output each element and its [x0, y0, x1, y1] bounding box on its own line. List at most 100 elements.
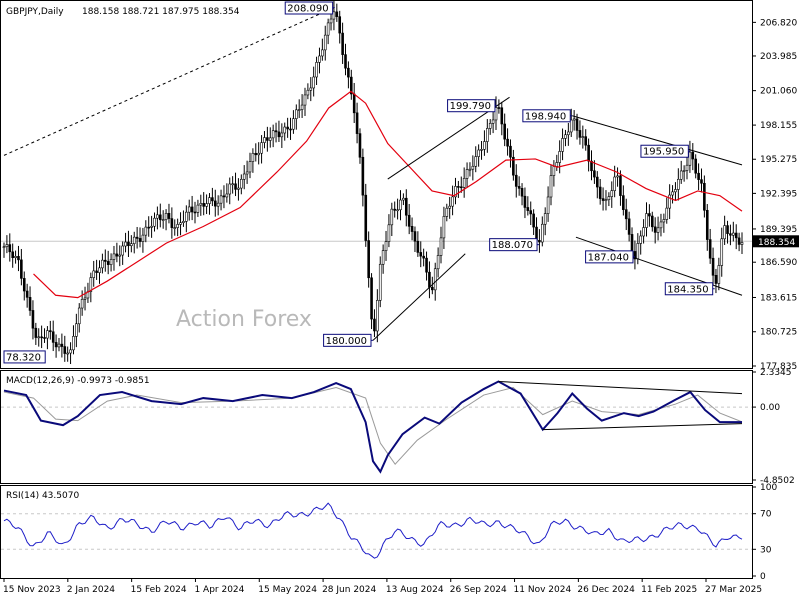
price-candle-body [216, 202, 220, 207]
price-candle-body [541, 223, 544, 243]
price-candle-body [147, 226, 151, 229]
price-candle-body [483, 141, 486, 150]
price-candle-body [63, 346, 67, 354]
price-candle-body [231, 183, 234, 186]
price-candle-body [578, 130, 582, 138]
price-candle-body [387, 224, 391, 242]
price-candle-body [101, 259, 104, 269]
price-candle-body [567, 131, 570, 136]
price-candle-body [225, 193, 229, 198]
x-tick-label: 1 Apr 2024 [194, 585, 244, 595]
price-candle-body [28, 297, 32, 311]
price-candle-body [144, 226, 148, 236]
price-candle-body [57, 343, 61, 348]
price-candle-body [254, 152, 258, 156]
macd-trendline [542, 423, 743, 431]
price-candle-body [242, 173, 246, 180]
x-tick-label: 15 Nov 2023 [3, 585, 61, 595]
price-panel[interactable]: Action Forex 208.090 199.790 198.940 195.95… [0, 0, 800, 373]
price-annotation-label: 184.350 [667, 284, 708, 295]
price-candle-body [92, 270, 96, 278]
price-candle-body [323, 34, 327, 51]
price-candle-body [517, 186, 521, 189]
price-candle-body [529, 210, 533, 215]
price-candle-body [318, 55, 321, 63]
price-candle-body [555, 162, 559, 167]
price-candle-body [465, 169, 469, 179]
price-candle-body [454, 186, 457, 198]
price-candle-body [338, 16, 342, 34]
price-candle-body [106, 261, 110, 265]
price-annotation-box [323, 333, 372, 347]
price-candle-body [286, 126, 289, 130]
price-candle-body [199, 203, 203, 206]
price-trendline-group [3, 6, 743, 341]
price-candle-body [457, 186, 460, 188]
price-candle-body [141, 234, 145, 242]
macd-panel[interactable]: 2.3345 0.00 -4.8502 MACD(12,26,9) -0.9973 … [0, 368, 795, 486]
price-candle-body [297, 109, 301, 111]
price-candle-body [187, 206, 191, 213]
rsi-panel[interactable]: 100 70 30 0 RSI(14) 43.5070 [0, 483, 778, 582]
price-annotation-box [664, 282, 714, 296]
price-candle-body [150, 225, 153, 228]
macd-trendline-group [498, 381, 743, 431]
price-candle-body [543, 213, 547, 225]
price-candle-body [662, 219, 666, 223]
price-candle-body [103, 259, 107, 262]
price-candle-body [248, 161, 252, 173]
price-candle-body [66, 352, 69, 355]
price-y-tick-label: 201.060 [760, 87, 797, 97]
price-candle-body [109, 259, 113, 265]
price-candle-body [590, 160, 593, 172]
price-candle-body [173, 227, 177, 229]
x-tick-label: 2 Jan 2024 [67, 585, 115, 595]
price-candle-body [378, 263, 382, 301]
price-candle-body [593, 170, 596, 178]
price-y-tick-label: 177.835 [760, 362, 797, 372]
price-candle-body [619, 175, 622, 196]
price-candle-body [11, 251, 14, 258]
price-candle-body [468, 168, 472, 171]
price-candle-body [43, 337, 46, 339]
price-candle-body [462, 178, 466, 188]
price-candle-body [445, 207, 449, 217]
price-candle-body [161, 219, 165, 221]
price-candle-body [488, 123, 492, 129]
price-candle-body [607, 196, 611, 201]
macd-signal-line [3, 386, 743, 466]
price-candle-body [439, 237, 443, 256]
x-tick-label: 27 Mar 2025 [705, 585, 762, 595]
price-candle-body [396, 209, 399, 212]
price-annotation-label: 78.320 [6, 352, 41, 363]
price-candle-body [564, 134, 567, 139]
price-candle-body [25, 290, 29, 298]
price-candle-body [274, 130, 278, 133]
price-candle-body [384, 241, 388, 251]
price-candle-body [575, 118, 579, 131]
symbol-label: GBPJPY,Daily [6, 7, 64, 17]
price-candle-body [595, 176, 599, 188]
price-candle-body [705, 210, 709, 240]
price-candle-body [402, 197, 405, 201]
price-candle-body [37, 336, 41, 339]
price-candle-body [636, 243, 640, 260]
price-candle-body [257, 152, 260, 156]
price-candle-body [422, 255, 425, 259]
price-candle-body [639, 235, 643, 244]
price-candle-body [77, 307, 81, 325]
price-candle-body [292, 118, 295, 130]
price-candle-body [668, 194, 671, 209]
price-candle-body [627, 218, 631, 235]
macd-y-axis: 2.3345 0.00 -4.8502 [752, 368, 795, 486]
price-candle-body [130, 243, 133, 247]
price-candle-body [83, 297, 87, 300]
rsi-y-tick-label: 0 [760, 572, 766, 582]
price-candle-body [205, 203, 208, 207]
price-candle-body [740, 242, 744, 245]
price-candle-body [46, 330, 49, 339]
x-tick-label: 28 Jun 2024 [322, 585, 376, 595]
price-annotation-label: 208.090 [287, 4, 328, 15]
price-candle-body [69, 349, 72, 354]
